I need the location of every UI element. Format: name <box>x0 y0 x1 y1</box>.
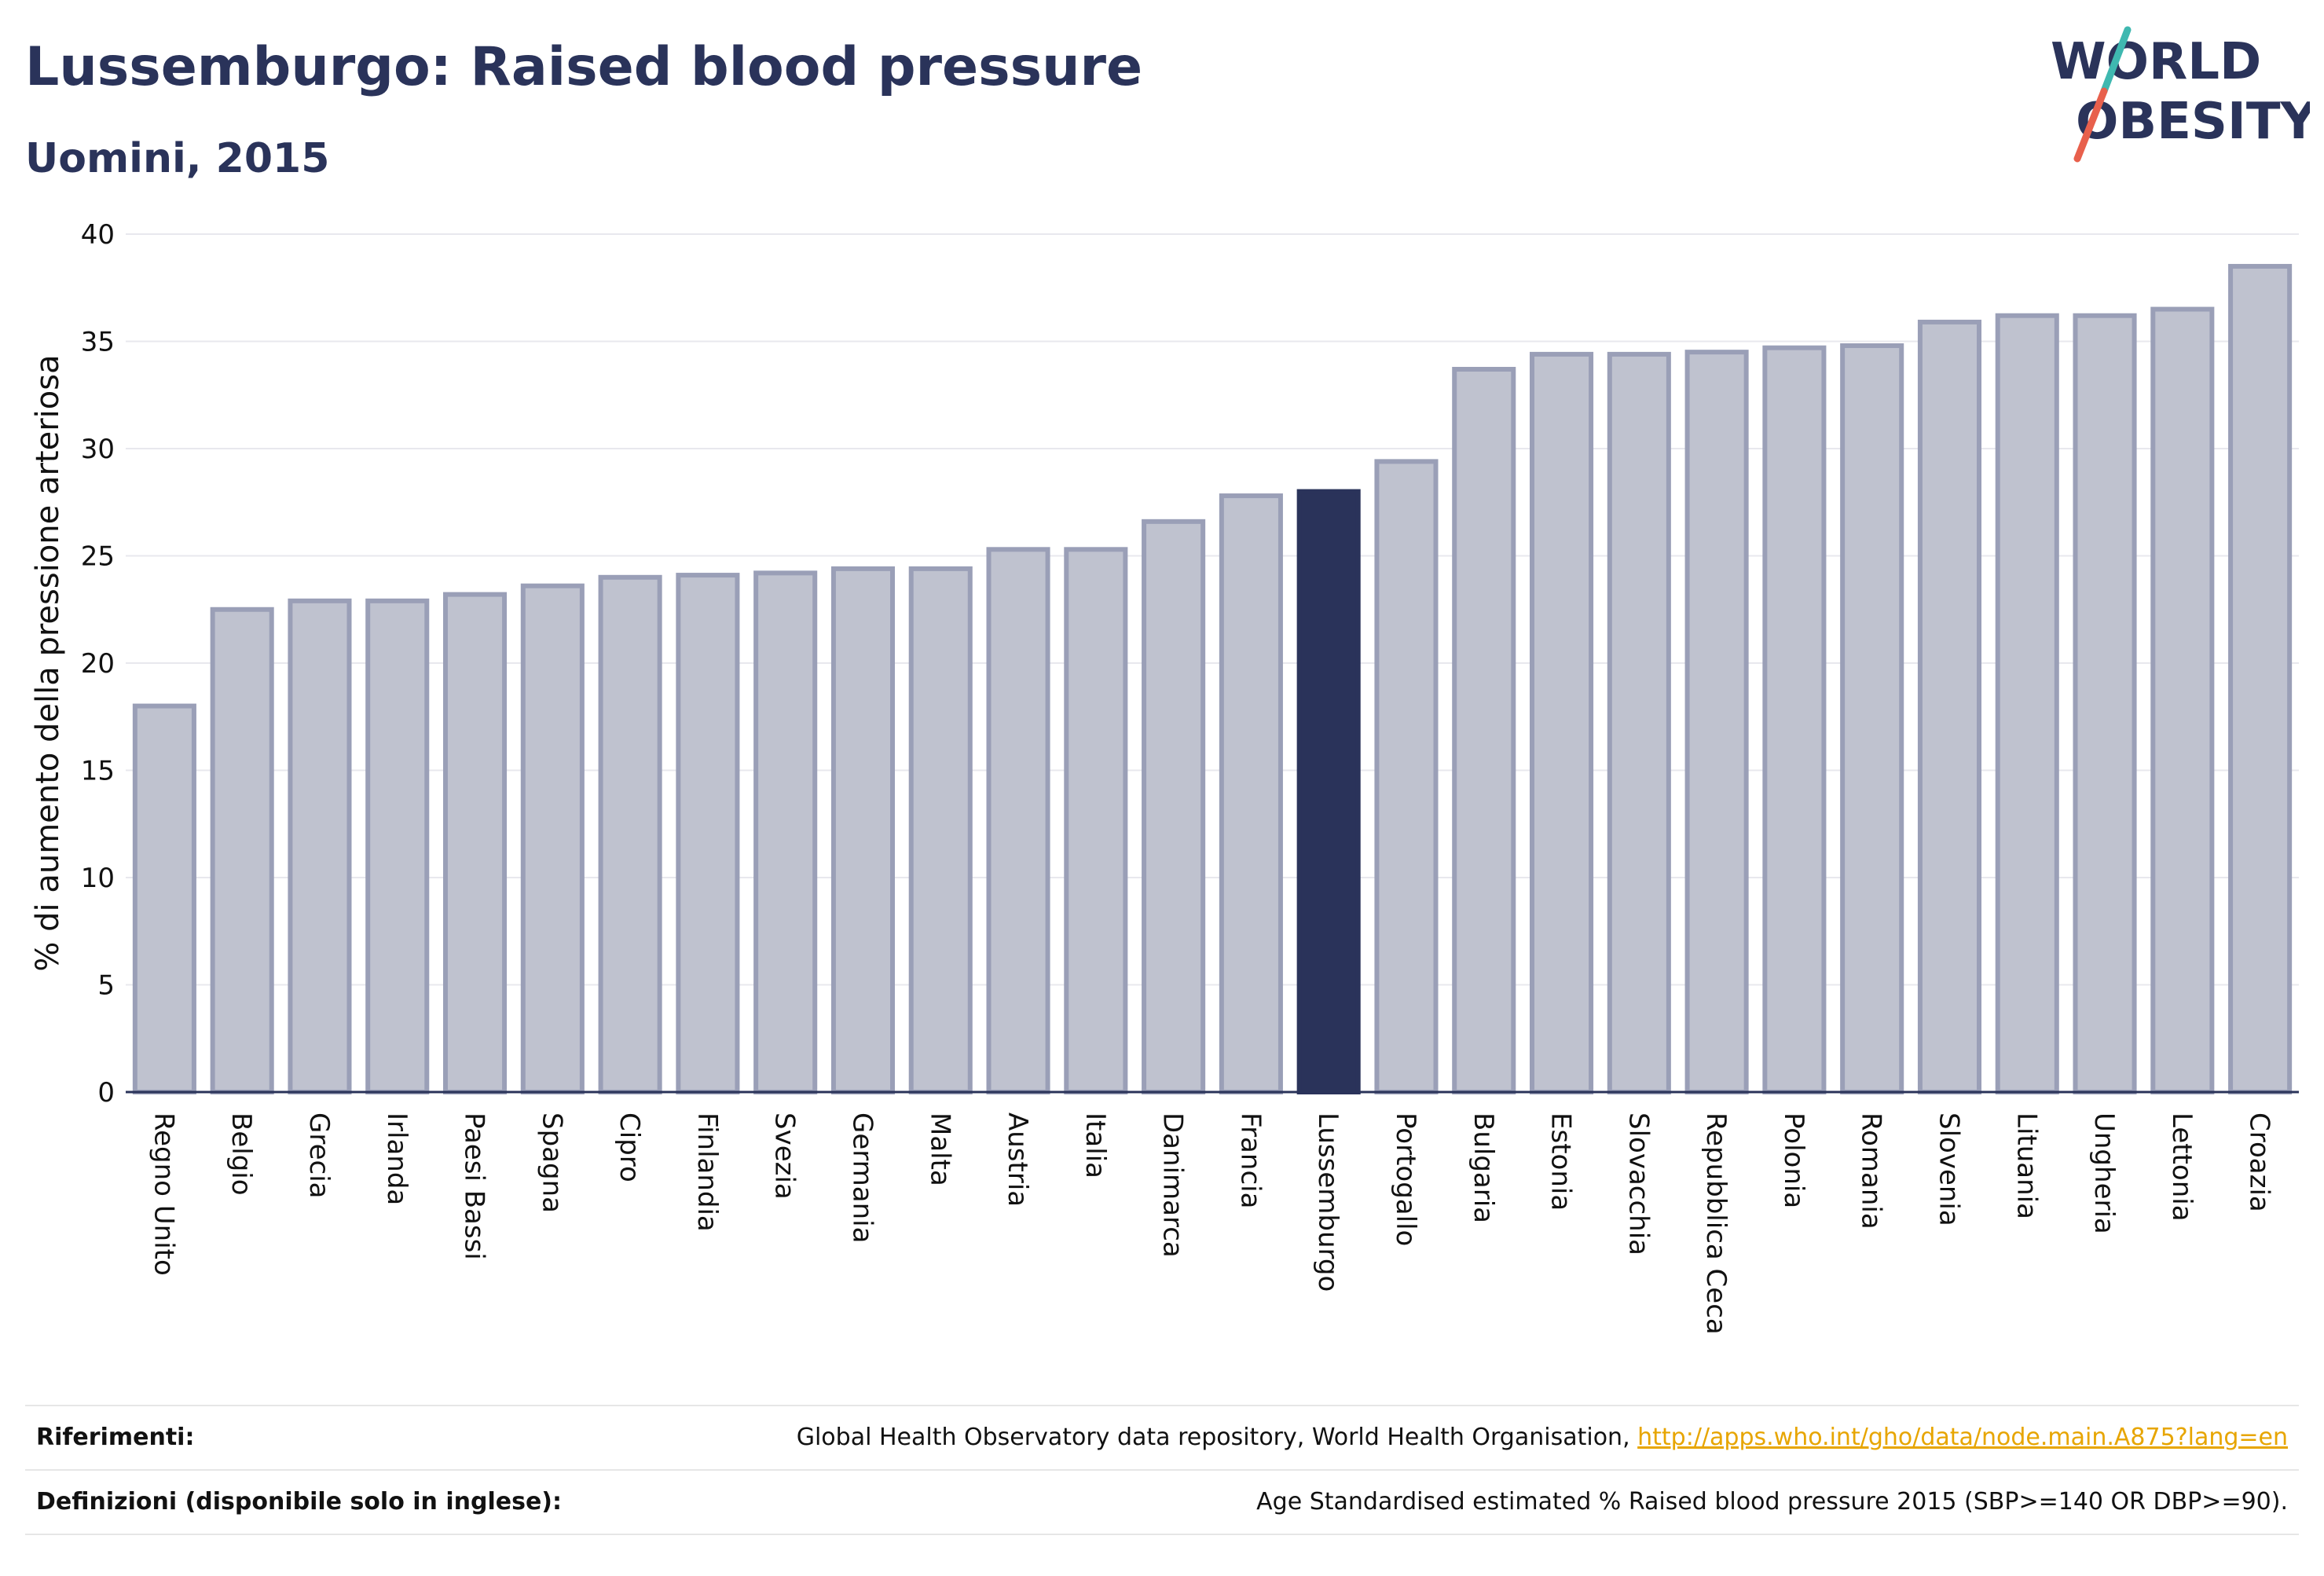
bar <box>1374 459 1439 1094</box>
bar <box>442 592 508 1094</box>
bar-highlight <box>1296 489 1361 1094</box>
bar <box>132 703 196 1094</box>
logo-slash-teal-icon <box>2100 26 2132 95</box>
x-tick-label: Lituania <box>2011 1112 2042 1219</box>
x-tick-label: Austria <box>1002 1112 1033 1207</box>
bar <box>1064 547 1128 1094</box>
logo-slash-red-icon <box>2073 87 2108 163</box>
x-tick-label: Lussemburgo <box>1312 1112 1343 1292</box>
x-tick-label: Estonia <box>1545 1112 1577 1211</box>
x-tick-label: Italia <box>1080 1112 1111 1178</box>
definitions-label: Definizioni (disponibile solo in inglese… <box>36 1488 562 1516</box>
bar <box>1219 493 1283 1094</box>
bars <box>132 263 2293 1095</box>
references-link[interactable]: http://apps.who.int/gho/data/node.main.A… <box>1637 1424 2288 1451</box>
bar <box>365 598 430 1094</box>
x-tick-label: Paesi Bassi <box>459 1112 490 1260</box>
footer-divider <box>25 1534 2299 1535</box>
bar <box>908 566 973 1094</box>
page-subtitle: Uomini, 2015 <box>25 135 330 182</box>
definitions-row: Definizioni (disponibile solo in inglese… <box>25 1469 2299 1535</box>
bar <box>1452 366 1516 1094</box>
y-tick-label: 5 <box>97 970 115 1002</box>
bar <box>1607 351 1671 1094</box>
bar <box>1917 319 1982 1094</box>
y-tick-label: 20 <box>81 648 115 680</box>
x-tick-label: Germania <box>846 1112 878 1243</box>
x-tick-label: Danimarca <box>1157 1112 1189 1258</box>
world-obesity-logo: WORLD OBESITY <box>2051 26 2310 163</box>
x-tick-label: Grecia <box>303 1112 335 1198</box>
references-row: Riferimenti: Global Health Observatory d… <box>25 1405 2299 1471</box>
bar <box>2073 313 2137 1094</box>
y-tick-label: 15 <box>81 756 115 787</box>
y-tick-label: 30 <box>81 434 115 465</box>
x-tick-label: Spagna <box>536 1112 567 1213</box>
bar-chart: 0 5 10 15 20 25 30 35 40 Regno Unito Belgio Grecia… <box>30 219 2299 1335</box>
bar <box>1142 519 1206 1094</box>
x-tick-label: Belgio <box>225 1112 257 1196</box>
x-tick-label: Francia <box>1234 1112 1266 1208</box>
bar <box>753 570 818 1094</box>
bar <box>676 573 740 1094</box>
bar <box>2150 306 2215 1094</box>
bar <box>210 607 274 1094</box>
x-tick-label: Croazia <box>2244 1112 2275 1212</box>
x-tick-label: Polonia <box>1778 1112 1809 1208</box>
bar <box>830 566 896 1094</box>
x-tick-label: Portogallo <box>1390 1112 1421 1246</box>
x-tick-label: Slovacchia <box>1622 1112 1654 1255</box>
x-tick-label: Finlandia <box>691 1112 723 1232</box>
bar <box>520 583 585 1094</box>
bar <box>1995 313 2059 1094</box>
references-value: Global Health Observatory data repositor… <box>797 1424 2288 1451</box>
y-tick-label: 10 <box>81 863 115 894</box>
x-tick-label: Lettonia <box>2166 1112 2198 1222</box>
x-tick-label: Romania <box>1856 1112 1887 1230</box>
bar <box>2228 263 2293 1095</box>
definitions-text: Age Standardised estimated % Raised bloo… <box>1256 1488 2288 1516</box>
x-tick-label: Bulgaria <box>1468 1112 1499 1223</box>
y-tick-label: 25 <box>81 541 115 573</box>
x-tick-label: Ungheria <box>2088 1112 2120 1234</box>
x-tick-label: Regno Unito <box>148 1112 179 1276</box>
bar <box>1529 351 1594 1094</box>
x-tick-label: Malta <box>924 1112 955 1186</box>
logo-text-obesity: OBESITY <box>2076 93 2310 151</box>
logo-text-world: WORLD <box>2051 33 2261 91</box>
y-axis-ticks: 0 5 10 15 20 25 30 35 40 <box>81 219 115 1109</box>
x-tick-label: Slovenia <box>1933 1112 1964 1226</box>
y-tick-label: 40 <box>81 219 115 251</box>
x-tick-label: Repubblica Ceca <box>1700 1112 1732 1335</box>
x-tick-label: Cipro <box>614 1112 645 1182</box>
bar <box>1840 343 1904 1094</box>
references-label: Riferimenti: <box>36 1424 195 1451</box>
bar <box>1684 350 1749 1094</box>
references-text: Global Health Observatory data repositor… <box>796 1424 1638 1451</box>
y-tick-label: 35 <box>81 327 115 358</box>
x-tick-label: Svezia <box>769 1112 801 1200</box>
bar <box>598 574 662 1094</box>
y-tick-label: 0 <box>97 1077 115 1109</box>
page-title: Lussemburgo: Raised blood pressure <box>25 36 1143 98</box>
y-axis-label: % di aumento della pressione arteriosa <box>30 354 66 971</box>
x-tick-label: Irlanda <box>381 1112 412 1205</box>
bar <box>288 598 352 1094</box>
bar <box>1762 345 1827 1094</box>
bar <box>986 547 1050 1094</box>
x-axis-ticks: Regno Unito Belgio Grecia Irlanda Paesi Bass… <box>148 1112 2275 1335</box>
